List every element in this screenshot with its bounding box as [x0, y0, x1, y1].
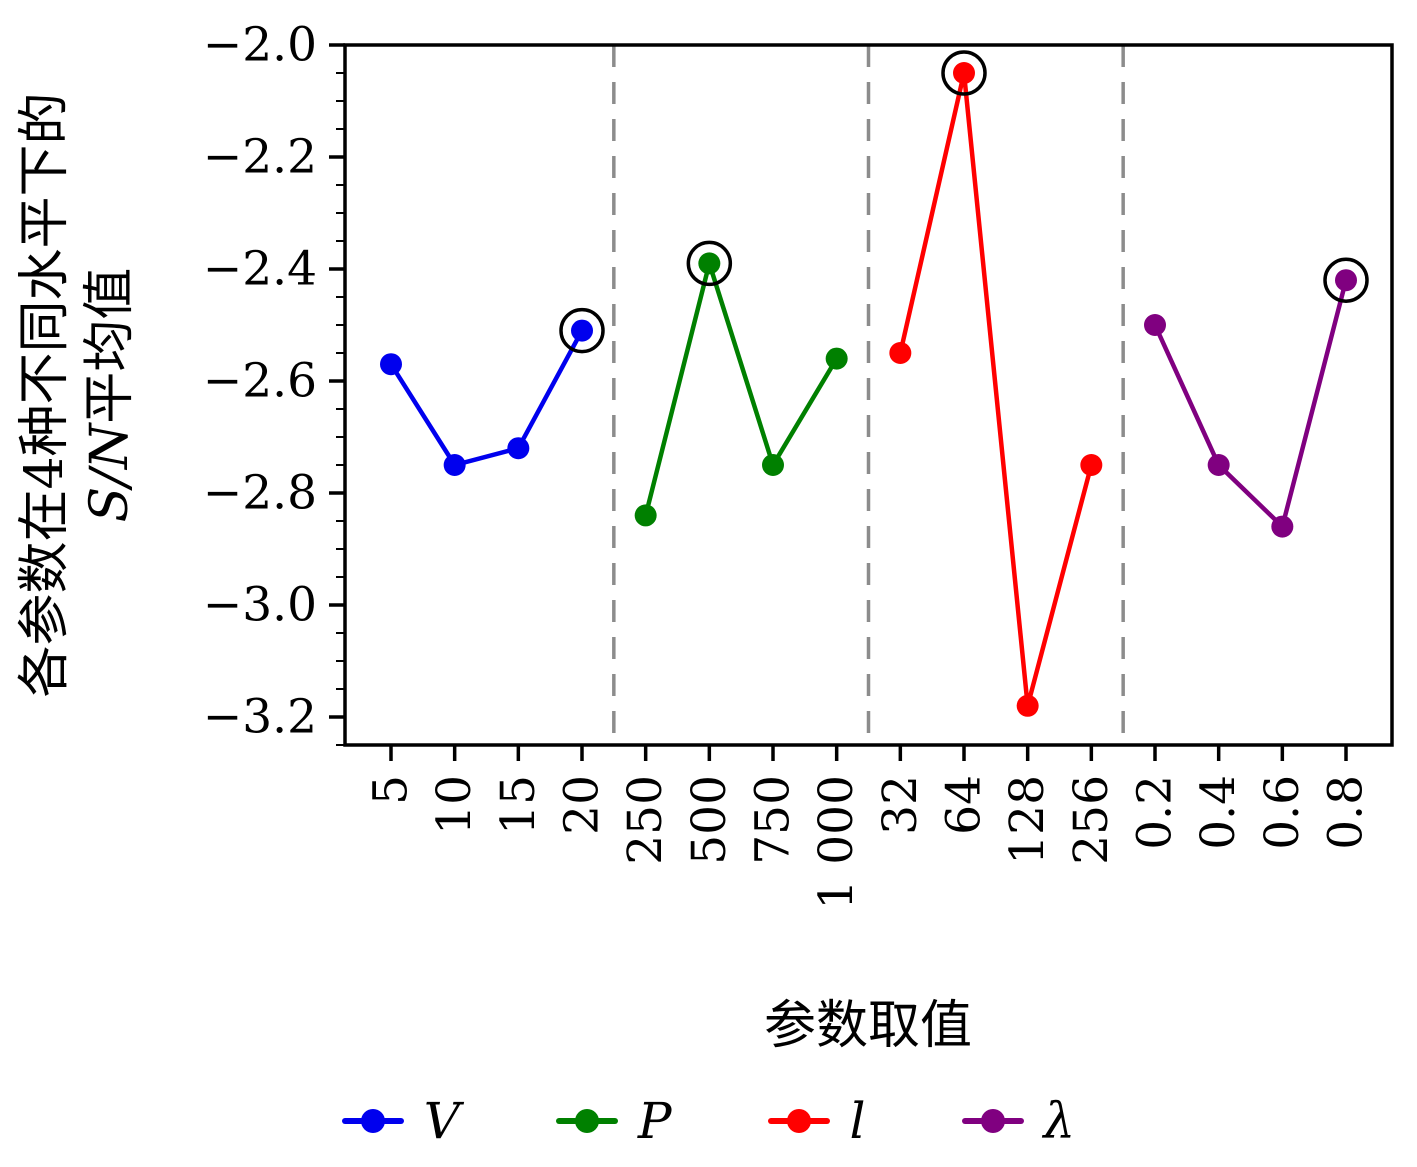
y-axis-label-line1: 各参数在4种不同水平下的 — [15, 92, 75, 697]
x-tick-label: 0.2 — [1128, 775, 1183, 850]
data-point — [634, 504, 657, 527]
x-tick-label: 0.8 — [1319, 775, 1374, 850]
data-point — [1016, 694, 1039, 717]
data-point — [889, 342, 912, 364]
legend-label: l — [849, 1092, 866, 1150]
x-tick-label: 5 — [364, 775, 419, 805]
best-point-circle — [686, 240, 733, 287]
y-tick-label: −2.6 — [203, 354, 317, 409]
legend-label: V — [423, 1092, 460, 1150]
legend-item-V: V — [341, 1092, 460, 1150]
series-line-λ — [1152, 279, 1349, 531]
x-tick-label: 10 — [427, 775, 482, 835]
series-line-P — [643, 255, 839, 516]
legend-dot-icon — [360, 1109, 385, 1133]
legend-marker-icon — [767, 1109, 830, 1133]
data-point — [380, 353, 402, 376]
x-tick-label: 500 — [682, 775, 737, 865]
series-line-l — [898, 72, 1094, 707]
x-tick-label: 20 — [555, 775, 610, 835]
y-axis-label-line2: S/N平均值 — [80, 268, 140, 523]
data-point — [507, 437, 530, 460]
x-tick-label: 128 — [1000, 775, 1055, 865]
data-point — [1144, 314, 1166, 336]
legend: V P l λ — [0, 1096, 1417, 1146]
data-point — [1271, 515, 1294, 538]
chart-generated-layer: −2.0 −2.2 −2.4 −2.6 −2.8 −3.0 −3.2 5 10 15 20 250 50… — [203, 18, 1394, 910]
plot-border — [343, 43, 1394, 747]
x-tick-label: 750 — [746, 775, 801, 865]
data-point — [1335, 269, 1357, 292]
data-point — [762, 454, 784, 476]
y-tick-label: −2.0 — [203, 18, 317, 73]
y-tick-label: −2.8 — [203, 466, 317, 521]
y-tick-label: −3.0 — [203, 578, 317, 633]
legend-dot-icon — [786, 1109, 811, 1133]
data-point — [571, 319, 593, 342]
x-axis-label: 参数取值 — [764, 996, 972, 1056]
legend-item-P: P — [555, 1092, 672, 1150]
x-tick-label: 64 — [937, 775, 992, 835]
series-line-V — [389, 329, 584, 468]
y-axis-label-rest: 平均值 — [80, 268, 140, 424]
legend-label: λ — [1043, 1092, 1076, 1150]
legend-marker-icon — [555, 1109, 618, 1133]
y-tick-label: −2.2 — [203, 130, 317, 185]
data-point — [443, 454, 466, 476]
legend-item-lambda: λ — [961, 1092, 1076, 1150]
x-tick-label: 1 000 — [809, 775, 864, 910]
data-point — [1207, 454, 1230, 476]
best-point-circle — [941, 50, 987, 96]
legend-dot-icon — [574, 1109, 599, 1133]
data-point — [1080, 454, 1103, 476]
x-tick-label: 256 — [1064, 775, 1119, 865]
x-tick-label: 250 — [618, 775, 673, 865]
data-point — [825, 347, 848, 370]
data-point — [698, 252, 721, 275]
x-tick-label: 0.4 — [1191, 775, 1246, 850]
legend-dot-icon — [980, 1109, 1005, 1133]
legend-item-l: l — [767, 1092, 866, 1150]
y-axis-label-math: S/N — [80, 422, 140, 522]
data-point — [953, 62, 975, 84]
best-point-circle — [559, 307, 605, 354]
best-point-circle — [1323, 257, 1369, 303]
legend-marker-icon — [341, 1109, 404, 1133]
legend-marker-icon — [961, 1109, 1024, 1133]
y-tick-label: −2.4 — [203, 242, 317, 297]
legend-label: P — [637, 1092, 672, 1150]
x-tick-label: 15 — [491, 775, 546, 835]
x-tick-label: 0.6 — [1255, 775, 1310, 850]
x-tick-label: 32 — [873, 775, 928, 835]
y-tick-label: −3.2 — [203, 690, 317, 745]
